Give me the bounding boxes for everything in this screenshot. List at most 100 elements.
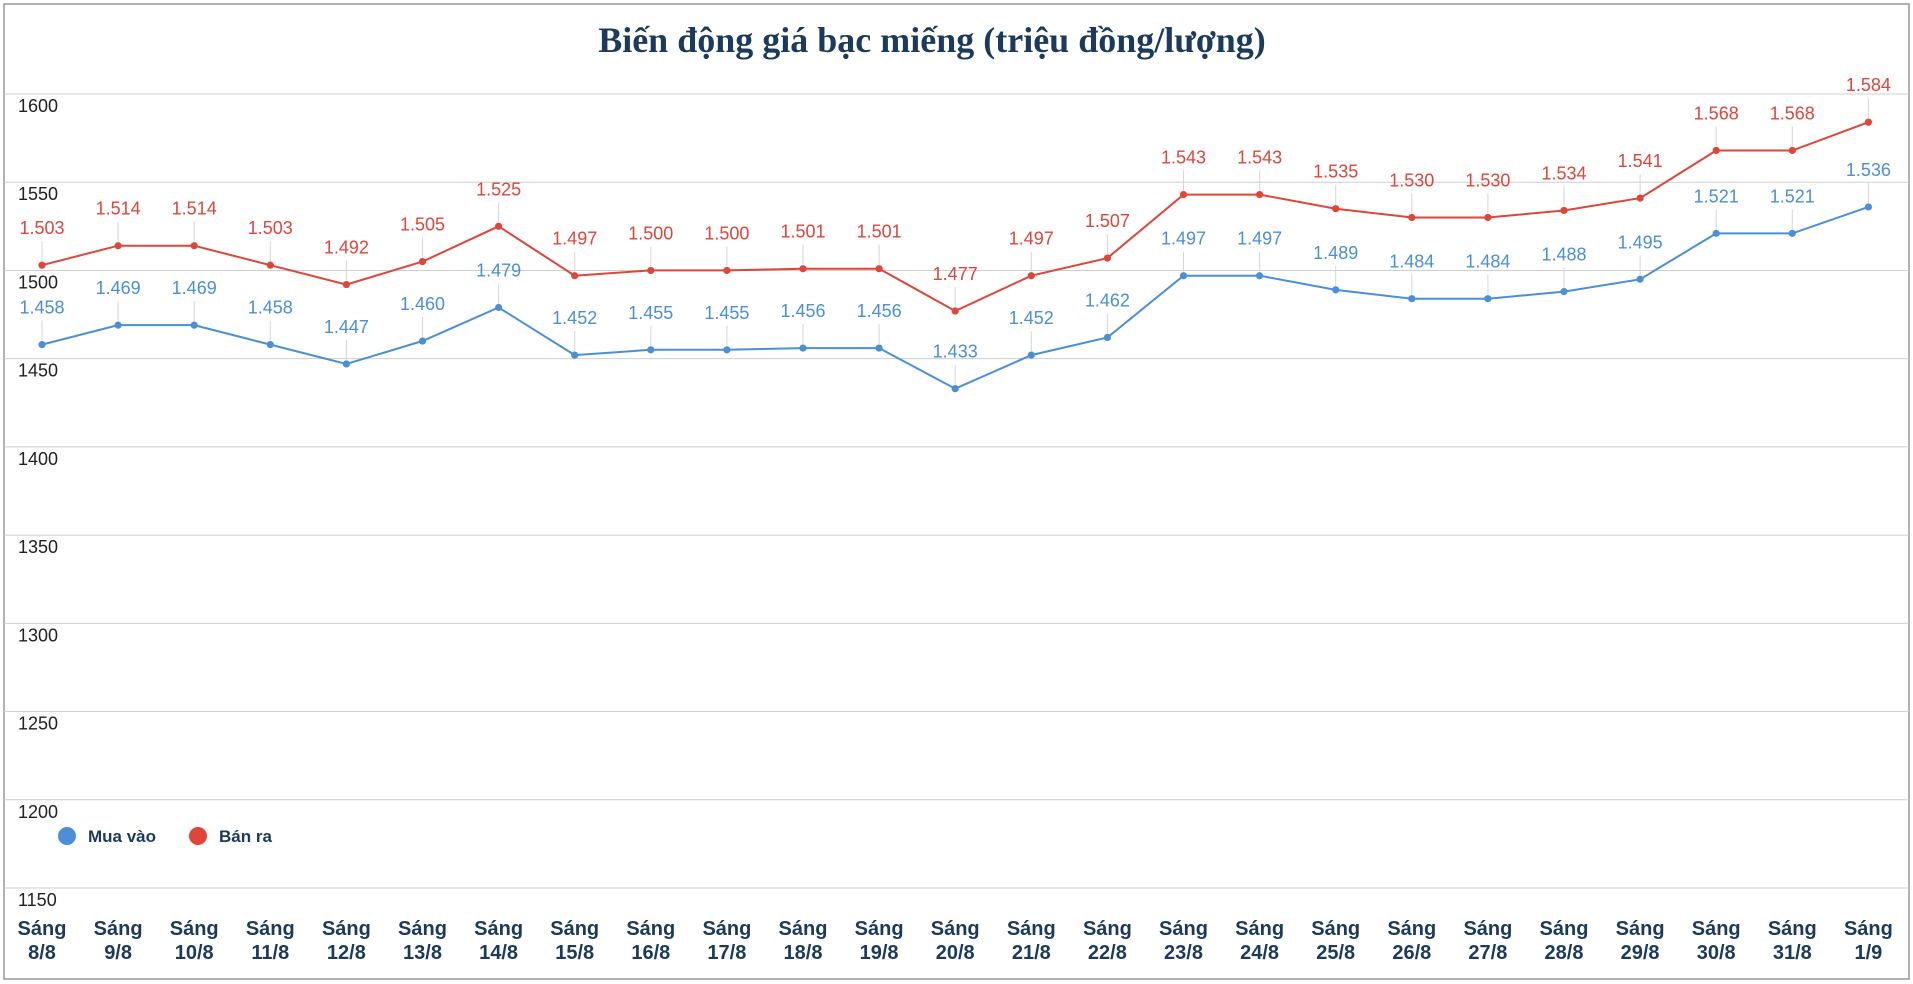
data-point [1408, 213, 1416, 222]
x-tick-line1: Sáng [1007, 918, 1056, 940]
y-tick-label-1300: 1300 [18, 625, 58, 645]
x-tick-line2: 16/8 [631, 942, 670, 964]
data-point [190, 242, 198, 250]
data-point [114, 321, 122, 329]
data-point [1712, 146, 1720, 155]
data-point [1256, 272, 1264, 280]
y-axis: 1600 1550 1500 1450 1400 1350 1300 1250 1200 1150 [18, 96, 58, 910]
data-label: 1.455 [704, 303, 749, 323]
data-point [38, 261, 46, 269]
data-point [1636, 275, 1644, 283]
data-point [38, 340, 46, 349]
data-label: 1.530 [1465, 171, 1510, 191]
x-tick-line1: Sáng [779, 918, 828, 940]
data-point [1788, 229, 1796, 237]
data-point [495, 303, 503, 312]
y-tick-label-1400: 1400 [18, 449, 58, 469]
x-tick-line2: 20/8 [936, 942, 975, 964]
x-tick-line2: 29/8 [1621, 942, 1660, 964]
data-label: 1.530 [1389, 171, 1434, 191]
x-tick-line1: Sáng [1311, 918, 1360, 940]
series-1: 1.503 1.514 1.514 1.503 1.492 1.505 1.525 1.497… [19, 75, 1891, 315]
x-tick-line2: 8/8 [28, 942, 56, 964]
x-tick-line1: Sáng [931, 918, 980, 940]
data-label: 1.536 [1846, 160, 1891, 180]
data-point [1864, 118, 1872, 126]
data-point [1560, 206, 1568, 215]
x-tick-line2: 1/9 [1854, 942, 1882, 964]
y-tick-label-1150: 1150 [18, 890, 57, 910]
x-tick-label-10: Sáng 18/8 [779, 918, 828, 964]
x-tick-line1: Sáng [550, 918, 599, 940]
grid [4, 93, 1909, 889]
data-label: 1.452 [552, 308, 597, 328]
series-0: 1.458 1.469 1.469 1.458 1.447 1.460 1.479 1.452… [19, 160, 1891, 393]
data-label: 1.507 [1085, 211, 1130, 231]
x-tick-line2: 26/8 [1392, 942, 1431, 964]
x-tick-line2: 31/8 [1773, 942, 1812, 964]
x-tick-line1: Sáng [1692, 918, 1741, 940]
x-tick-label-1: Sáng 9/8 [94, 918, 143, 964]
data-label: 1.535 [1313, 162, 1358, 182]
x-tick-label-22: Sáng 30/8 [1692, 918, 1741, 964]
x-tick-line2: 28/8 [1545, 942, 1584, 964]
data-point [1103, 333, 1111, 342]
data-point [266, 340, 274, 349]
data-point [114, 242, 122, 250]
data-label: 1.521 [1770, 186, 1815, 206]
x-tick-label-15: Sáng 23/8 [1159, 918, 1208, 964]
chart-frame [3, 3, 1910, 980]
data-point [647, 266, 655, 275]
x-tick-line2: 30/8 [1697, 942, 1736, 964]
data-point [799, 344, 807, 352]
data-point [1636, 194, 1644, 202]
data-point [418, 258, 427, 266]
x-tick-line2: 25/8 [1316, 942, 1355, 964]
x-tick-label-0: Sáng 8/8 [18, 918, 67, 964]
data-point [1484, 295, 1492, 303]
x-tick-line2: 10/8 [175, 942, 214, 964]
data-point [266, 261, 274, 269]
data-label: 1.455 [628, 303, 673, 323]
x-tick-line1: Sáng [1768, 918, 1817, 940]
data-label: 1.497 [1009, 229, 1054, 249]
x-tick-line2: 21/8 [1012, 942, 1051, 964]
data-label: 1.514 [172, 199, 217, 219]
x-tick-line1: Sáng [626, 918, 675, 940]
x-tick-label-13: Sáng 21/8 [1007, 918, 1056, 964]
x-tick-line1: Sáng [1463, 918, 1512, 940]
legend-marker-1 [189, 827, 207, 845]
x-tick-line1: Sáng [702, 918, 751, 940]
data-label: 1.541 [1618, 151, 1663, 171]
data-label: 1.477 [933, 264, 978, 284]
data-point [1560, 288, 1568, 296]
x-tick-label-8: Sáng 16/8 [626, 918, 675, 964]
x-tick-line1: Sáng [474, 918, 523, 940]
x-tick-label-17: Sáng 25/8 [1311, 918, 1360, 964]
data-label: 1.503 [19, 218, 64, 238]
x-tick-line2: 19/8 [860, 942, 899, 964]
data-label: 1.521 [1694, 186, 1739, 206]
x-tick-label-16: Sáng 24/8 [1235, 918, 1284, 964]
data-point [1027, 351, 1035, 359]
x-tick-line2: 18/8 [784, 942, 823, 964]
data-point [342, 280, 350, 289]
x-tick-line2: 22/8 [1088, 942, 1127, 964]
x-tick-label-14: Sáng 22/8 [1083, 918, 1132, 964]
y-tick-label-1250: 1250 [18, 714, 58, 734]
x-tick-label-19: Sáng 27/8 [1463, 918, 1512, 964]
data-label: 1.500 [704, 223, 749, 243]
x-tick-label-4: Sáng 12/8 [322, 918, 371, 964]
data-point [1484, 213, 1492, 222]
x-tick-line2: 14/8 [479, 942, 518, 964]
data-point [1332, 205, 1340, 213]
data-point [951, 307, 959, 315]
data-label: 1.489 [1313, 243, 1358, 263]
data-label: 1.456 [857, 301, 902, 321]
data-label: 1.433 [933, 342, 978, 362]
x-tick-label-7: Sáng 15/8 [550, 918, 599, 964]
data-point [1179, 190, 1188, 199]
legend-label-1: Bán ra [219, 827, 272, 846]
x-tick-line2: 11/8 [251, 942, 289, 964]
